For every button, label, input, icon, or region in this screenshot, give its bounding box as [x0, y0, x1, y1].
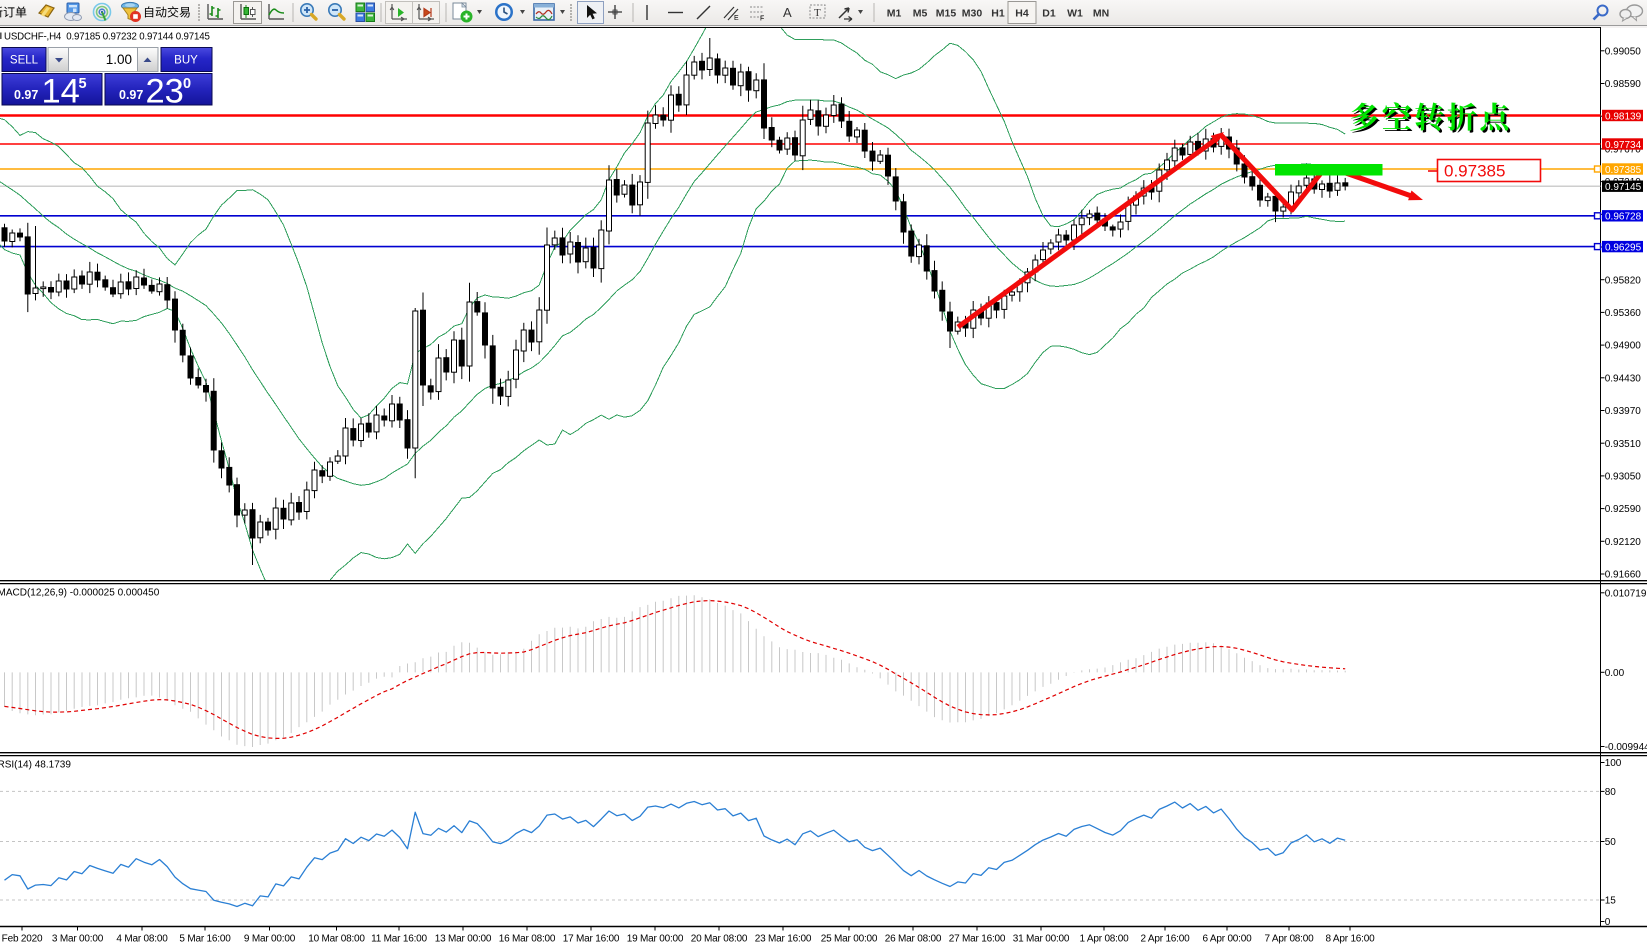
svg-text:27 Mar 16:00: 27 Mar 16:00: [949, 934, 1006, 945]
svg-text:4 Mar 08:00: 4 Mar 08:00: [116, 934, 168, 945]
svg-text:11 Mar 16:00: 11 Mar 16:00: [371, 934, 427, 945]
svg-text:0.93050: 0.93050: [1605, 472, 1642, 483]
svg-text:0.99050: 0.99050: [1605, 46, 1642, 57]
svg-text:0.97385: 0.97385: [1444, 162, 1505, 181]
svg-text:M15: M15: [936, 8, 957, 20]
svg-text:5 Mar 16:00: 5 Mar 16:00: [179, 934, 231, 945]
svg-text:2 Apr 16:00: 2 Apr 16:00: [1141, 934, 1191, 945]
svg-text:E: E: [734, 15, 739, 22]
svg-text:MN: MN: [1093, 8, 1109, 20]
svg-text:9 Mar 00:00: 9 Mar 00:00: [244, 934, 296, 945]
svg-text:F: F: [760, 16, 764, 23]
svg-text:0.010719: 0.010719: [1605, 588, 1647, 599]
svg-text:0.95360: 0.95360: [1605, 308, 1642, 319]
svg-text:H4: H4: [1015, 8, 1029, 20]
svg-text:1.00: 1.00: [106, 52, 132, 67]
svg-text:0.94900: 0.94900: [1605, 341, 1642, 352]
svg-text:0: 0: [1605, 917, 1611, 928]
svg-text:0.00: 0.00: [1605, 668, 1625, 679]
svg-text:Feb 2020: Feb 2020: [2, 934, 43, 945]
svg-text:0.98139: 0.98139: [1605, 111, 1642, 122]
svg-text:BUY: BUY: [174, 55, 198, 67]
svg-text:16 Mar 08:00: 16 Mar 08:00: [499, 934, 556, 945]
svg-text:20 Mar 08:00: 20 Mar 08:00: [691, 934, 748, 945]
svg-text:0.93970: 0.93970: [1605, 406, 1642, 417]
svg-text:0.98590: 0.98590: [1605, 79, 1642, 90]
svg-text:M30: M30: [962, 8, 983, 20]
svg-text:26 Mar 08:00: 26 Mar 08:00: [885, 934, 942, 945]
svg-text:0.95820: 0.95820: [1605, 275, 1642, 286]
svg-text:23: 23: [146, 73, 184, 111]
svg-text:13 Mar 00:00: 13 Mar 00:00: [435, 934, 492, 945]
svg-text:H1: H1: [991, 8, 1005, 20]
svg-text:23 Mar 16:00: 23 Mar 16:00: [755, 934, 812, 945]
svg-text:80: 80: [1605, 787, 1617, 798]
svg-text:25 Mar 00:00: 25 Mar 00:00: [821, 934, 878, 945]
svg-text:0.92590: 0.92590: [1605, 504, 1642, 515]
svg-text:0.93510: 0.93510: [1605, 439, 1642, 450]
svg-text:0.97670: 0.97670: [1605, 145, 1642, 156]
svg-text:0.97734: 0.97734: [1605, 140, 1642, 151]
svg-text:17 Mar 16:00: 17 Mar 16:00: [563, 934, 620, 945]
svg-text:0.97145: 0.97145: [1605, 182, 1642, 193]
svg-text:3 Mar 00:00: 3 Mar 00:00: [52, 934, 104, 945]
svg-text:15: 15: [1605, 896, 1617, 907]
svg-text:50: 50: [1605, 837, 1617, 848]
svg-text:0: 0: [183, 76, 191, 92]
svg-text:MACD(12,26,9) -0.000025 0.0004: MACD(12,26,9) -0.000025 0.000450: [0, 588, 160, 599]
svg-text:0.97385: 0.97385: [1605, 165, 1642, 176]
svg-text:19 Mar 00:00: 19 Mar 00:00: [627, 934, 684, 945]
svg-text:-0.009944: -0.009944: [1605, 742, 1647, 753]
svg-text:SELL: SELL: [10, 55, 39, 67]
svg-text:A: A: [783, 5, 792, 20]
svg-text:0.94430: 0.94430: [1605, 373, 1642, 384]
svg-text:0.96295: 0.96295: [1605, 242, 1642, 253]
svg-text:D1: D1: [1042, 8, 1056, 20]
svg-text:0.96728: 0.96728: [1605, 212, 1642, 223]
svg-text:14: 14: [42, 73, 80, 111]
svg-text:M5: M5: [913, 8, 928, 20]
svg-text:0.92120: 0.92120: [1605, 537, 1642, 548]
svg-text:8 Apr 16:00: 8 Apr 16:00: [1326, 934, 1376, 945]
svg-text:31 Mar 00:00: 31 Mar 00:00: [1013, 934, 1070, 945]
svg-text:5: 5: [79, 76, 87, 92]
svg-text:T: T: [814, 7, 821, 19]
svg-text:0.97: 0.97: [119, 88, 143, 102]
svg-text:W1: W1: [1067, 8, 1083, 20]
svg-text:6 Apr 00:00: 6 Apr 00:00: [1203, 934, 1253, 945]
svg-text:1 Apr 08:00: 1 Apr 08:00: [1080, 934, 1130, 945]
svg-text:100: 100: [1605, 758, 1622, 769]
svg-text:7 Apr 08:00: 7 Apr 08:00: [1265, 934, 1315, 945]
svg-text:M1: M1: [887, 8, 902, 20]
svg-text:0.97: 0.97: [14, 88, 38, 102]
svg-text:0.91660: 0.91660: [1605, 570, 1642, 581]
svg-text:RSI(14) 48.1739: RSI(14) 48.1739: [0, 760, 71, 771]
svg-text:10 Mar 08:00: 10 Mar 08:00: [308, 934, 365, 945]
svg-text:USDCHF-,H4 0.97185 0.97232 0.: USDCHF-,H4 0.97185 0.97232 0.97144 0.971…: [4, 32, 210, 43]
